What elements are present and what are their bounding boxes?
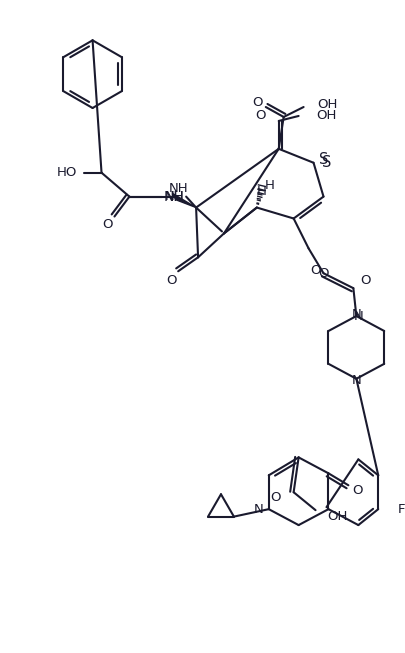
Text: O: O — [359, 274, 370, 287]
Text: N: N — [253, 503, 263, 516]
Polygon shape — [172, 193, 196, 208]
Text: O: O — [270, 490, 280, 503]
Text: S: S — [318, 152, 327, 167]
Text: O: O — [252, 95, 262, 108]
Text: H: H — [256, 185, 266, 198]
Text: H: H — [264, 179, 274, 192]
Text: OH: OH — [317, 97, 337, 110]
Text: HO: HO — [56, 167, 77, 179]
Text: NH: NH — [164, 190, 183, 203]
Text: OH: OH — [316, 110, 336, 123]
Text: N: N — [353, 310, 362, 323]
Text: N: N — [351, 308, 360, 321]
Text: O: O — [255, 110, 265, 123]
Text: O: O — [102, 218, 113, 231]
Text: N: N — [351, 374, 360, 387]
Text: NH: NH — [164, 189, 184, 204]
Text: NH: NH — [168, 182, 188, 195]
Text: O: O — [166, 274, 176, 287]
Text: O: O — [318, 266, 328, 279]
Text: F: F — [397, 503, 405, 516]
Text: OH: OH — [327, 509, 347, 522]
Text: S: S — [321, 155, 330, 170]
Text: O: O — [309, 264, 320, 277]
Text: O: O — [351, 484, 362, 497]
